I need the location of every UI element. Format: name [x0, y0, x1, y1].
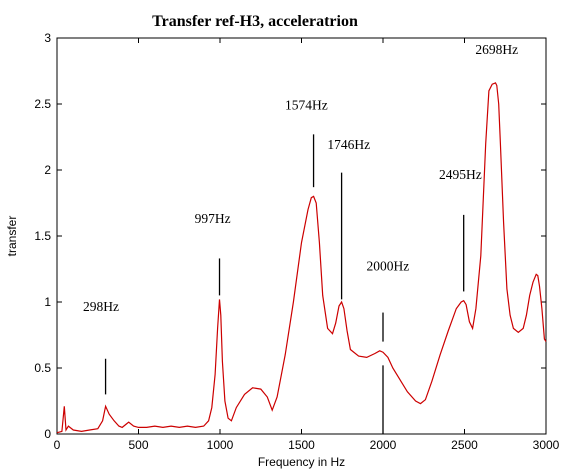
annotation-label: 298Hz: [83, 299, 119, 314]
annotation-label: 1574Hz: [285, 97, 328, 112]
x-tick-label: 2000: [370, 438, 397, 452]
y-tick-label: 2: [44, 163, 51, 177]
x-tick-label: 0: [54, 438, 61, 452]
y-tick-label: 0.5: [34, 361, 51, 375]
x-axis-label: Frequency in Hz: [258, 455, 345, 469]
y-tick-label: 0: [44, 427, 51, 441]
y-tick-label: 2.5: [34, 97, 51, 111]
x-tick-label: 2500: [451, 438, 478, 452]
annotation-label: 1746Hz: [327, 137, 370, 152]
series-line: [56, 82, 547, 434]
x-tick-label: 1000: [207, 438, 234, 452]
y-axis-label: transfer: [5, 216, 19, 257]
y-tick-label: 3: [44, 31, 51, 45]
annotations: 298Hz 997Hz 1574Hz 1746Hz 2000Hz 2495Hz 2698Hz: [83, 42, 518, 434]
chart-title: Transfer ref-H3, acceleratrion: [152, 13, 358, 30]
x-tick-label: 500: [128, 438, 148, 452]
annotation-label: 997Hz: [195, 211, 231, 226]
annotation-label: 2000Hz: [367, 258, 410, 273]
x-tick-label: 3000: [533, 438, 560, 452]
x-tick-label: 1500: [288, 438, 315, 452]
y-tick-label: 1: [44, 295, 51, 309]
annotation-label: 2698Hz: [475, 42, 518, 57]
annotation-label: 2495Hz: [439, 167, 482, 182]
axis-ticks: 0 500 1000 1500 2000 2500 3000 0 0.5 1 1.5 2 2.5 3: [34, 31, 559, 452]
y-tick-label: 1.5: [34, 229, 51, 243]
